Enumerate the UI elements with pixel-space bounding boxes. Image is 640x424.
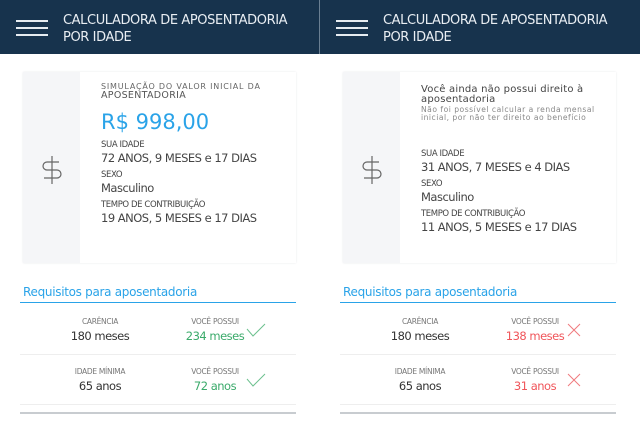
requirements-title: Requisitos para aposentadoria [343,285,518,299]
app-header: CALCULADORA DE APOSENTADORIA POR IDADE [320,0,640,54]
icon-column [23,72,80,263]
have-label: VOCÊ POSSUI [511,317,559,326]
title-line-2: POR IDADE [383,30,452,45]
not-eligible-message: Você ainda não possui direito à aposenta… [421,84,584,105]
dollar-icon [42,156,62,184]
contribution-value: 19 ANOS, 5 MESES e 17 DIAS [101,211,257,225]
requirement-value: 65 anos [398,379,442,393]
sex-value: Masculino [421,190,474,204]
have-value: 31 anos [513,379,557,393]
requirement-row-idade: IDADE MÍNIMA 65 anos VOCÊ POSSUI 72 anos [20,355,296,405]
bottom-divider [20,412,296,414]
divider [340,302,616,303]
title-line-1: CALCULADORA DE APOSENTADORIA [383,13,608,28]
hamburger-menu-icon[interactable] [16,20,48,36]
sex-label: SEXO [101,170,123,180]
calculator-screen-eligible: CALCULADORA DE APOSENTADORIA POR IDADE S… [0,0,320,414]
not-eligible-detail: Não foi possível calcular a renda mensal… [421,105,595,122]
have-label: VOCÊ POSSUI [511,367,559,376]
caption-line-1: SIMULAÇÃO DO VALOR INICIAL DA [101,82,261,91]
icon-column [343,72,400,263]
simulation-caption: SIMULAÇÃO DO VALOR INICIAL DA APOSENTADOR… [101,82,293,100]
age-label: SUA IDADE [101,140,145,150]
title-line-1: CALCULADORA DE APOSENTADORIA [63,13,288,28]
age-label: SUA IDADE [421,149,465,159]
benefit-amount: R$ 998,00 [101,110,210,134]
bottom-divider [340,412,616,414]
check-icon [246,373,266,387]
contribution-value: 11 ANOS, 5 MESES e 17 DIAS [421,220,577,234]
requirement-row-idade: IDADE MÍNIMA 65 anos VOCÊ POSSUI 31 anos [340,355,616,405]
requirement-label: IDADE MÍNIMA [74,367,126,376]
title-line-2: POR IDADE [63,30,132,45]
requirement-label: IDADE MÍNIMA [394,367,446,376]
requirement-row-carencia: CARÊNCIA 180 meses VOCÊ POSSUI 138 meses [340,305,616,355]
requirement-row-carencia: CARÊNCIA 180 meses VOCÊ POSSUI 234 meses [20,305,296,355]
hamburger-menu-icon[interactable] [336,20,368,36]
requirement-label: CARÊNCIA [81,317,119,326]
requirement-value: 65 anos [78,379,122,393]
have-label: VOCÊ POSSUI [191,367,239,376]
sex-value: Masculino [101,181,154,195]
result-card: Você ainda não possui direito à aposenta… [343,72,616,263]
have-value: 72 anos [193,379,237,393]
requirement-value: 180 meses [70,329,130,343]
contribution-label: TEMPO DE CONTRIBUIÇÃO [101,200,206,210]
have-value: 234 meses [185,329,245,343]
have-value: 138 meses [505,329,565,343]
requirement-value: 180 meses [390,329,450,343]
sex-label: SEXO [421,179,443,189]
divider [20,302,296,303]
have-label: VOCÊ POSSUI [191,317,239,326]
page-title: CALCULADORA DE APOSENTADORIA POR IDADE [63,12,288,46]
result-card: SIMULAÇÃO DO VALOR INICIAL DA APOSENTADOR… [23,72,296,263]
page-title: CALCULADORA DE APOSENTADORIA POR IDADE [383,12,608,46]
age-value: 72 ANOS, 9 MESES e 17 DIAS [101,151,257,165]
requirements-title: Requisitos para aposentadoria [23,285,198,299]
age-value: 31 ANOS, 7 MESES e 4 DIAS [421,160,570,174]
x-icon [567,373,581,387]
requirement-label: CARÊNCIA [401,317,439,326]
check-icon [246,323,266,337]
calculator-screen-not-eligible: CALCULADORA DE APOSENTADORIA POR IDADE V… [320,0,640,424]
app-header: CALCULADORA DE APOSENTADORIA POR IDADE [0,0,320,54]
caption-line-2: APOSENTADORIA [101,90,187,101]
contribution-label: TEMPO DE CONTRIBUIÇÃO [421,209,526,219]
x-icon [567,323,581,337]
dollar-icon [362,156,382,184]
